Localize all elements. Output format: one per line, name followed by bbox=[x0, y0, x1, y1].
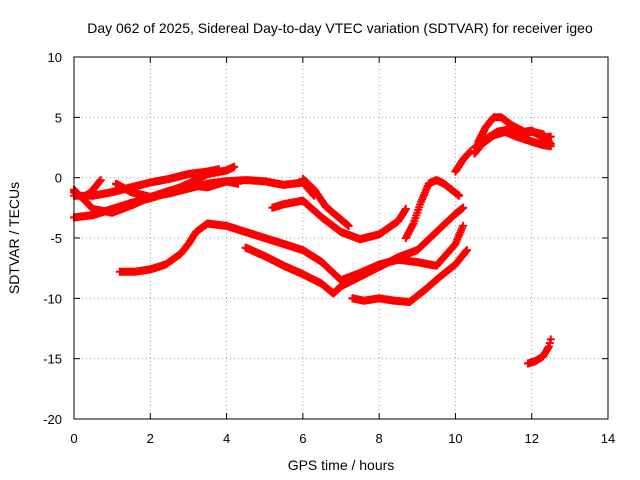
series-markers bbox=[470, 125, 555, 152]
x-tick-labels: 0 2 4 6 8 10 12 14 bbox=[70, 431, 615, 446]
x-tick-label: 2 bbox=[147, 431, 154, 446]
series-arc-10 bbox=[348, 246, 471, 306]
series-markers bbox=[523, 335, 555, 368]
series-markers bbox=[112, 177, 242, 201]
series-markers bbox=[241, 203, 468, 298]
y-tick-label: 0 bbox=[55, 171, 62, 186]
series-arc-16 bbox=[523, 335, 555, 368]
y-tick-label: -20 bbox=[43, 412, 62, 427]
x-tick-label: 10 bbox=[448, 431, 462, 446]
y-tick-label: -5 bbox=[50, 231, 62, 246]
x-tick-label: 0 bbox=[70, 431, 77, 446]
series-arc-5 bbox=[112, 177, 242, 201]
series-markers bbox=[298, 174, 353, 230]
axis-ticks bbox=[73, 56, 609, 420]
x-tick-label: 6 bbox=[299, 431, 306, 446]
series-arc-8 bbox=[268, 196, 410, 244]
series-arc-7 bbox=[241, 203, 468, 298]
x-tick-label: 8 bbox=[376, 431, 383, 446]
series-markers bbox=[268, 196, 410, 244]
y-axis-label: SDTVAR / TECUs bbox=[6, 182, 22, 294]
y-tick-label: -10 bbox=[43, 291, 62, 306]
data-marks bbox=[70, 113, 555, 368]
x-tick-label: 12 bbox=[524, 431, 538, 446]
series-arc-15 bbox=[470, 125, 555, 152]
series-markers bbox=[401, 176, 464, 242]
x-tick-label: 4 bbox=[223, 431, 230, 446]
series-markers bbox=[348, 246, 471, 306]
series-arc-9 bbox=[298, 174, 353, 230]
y-tick-label: 10 bbox=[48, 50, 62, 65]
series-markers bbox=[451, 147, 475, 176]
x-axis-label: GPS time / hours bbox=[288, 457, 395, 473]
series-arc-11 bbox=[401, 176, 464, 242]
y-tick-label: -15 bbox=[43, 352, 62, 367]
series-arc-12 bbox=[451, 147, 475, 176]
x-tick-label: 14 bbox=[601, 431, 615, 446]
y-tick-labels: -20 -15 -10 -5 0 5 10 bbox=[43, 50, 62, 427]
y-tick-label: 5 bbox=[55, 110, 62, 125]
chart-title: Day 062 of 2025, Sidereal Day-to-day VTE… bbox=[87, 20, 593, 36]
